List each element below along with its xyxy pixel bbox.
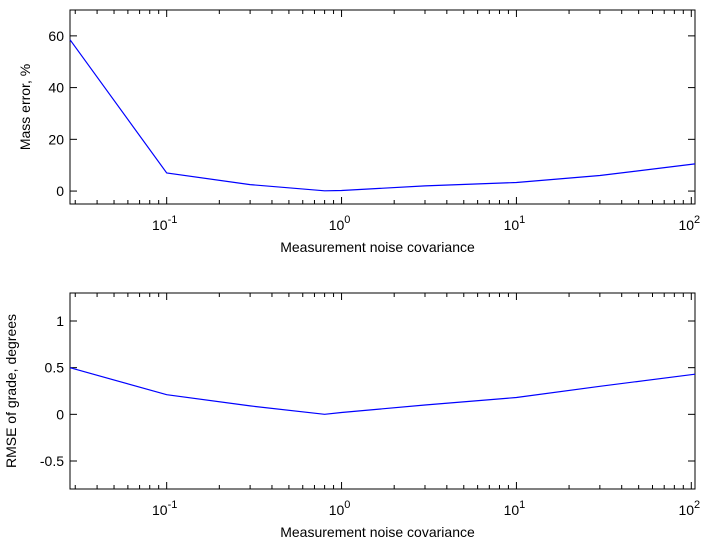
x-tick-label: 10-1 — [152, 499, 177, 518]
axes-frame — [69, 9, 696, 205]
x-tick-label: 10-1 — [152, 214, 177, 233]
y-tick-label: 0 — [56, 406, 64, 422]
x-tick-label: 101 — [504, 499, 526, 518]
y-tick-label: 1 — [56, 313, 64, 329]
y-axis-label: RMSE of grade, degrees — [3, 314, 19, 468]
series-line — [69, 39, 696, 192]
y-tick-label: 0.5 — [45, 360, 65, 376]
x-tick-label: 102 — [678, 499, 700, 518]
x-tick-label: 102 — [678, 214, 700, 233]
series-line — [69, 367, 696, 415]
y-tick-label: -0.5 — [40, 453, 64, 469]
x-axis-label: Measurement noise covariance — [280, 239, 475, 255]
x-tick-label: 100 — [329, 214, 351, 233]
y-tick-label: 40 — [48, 80, 64, 96]
x-axis-label: Measurement noise covariance — [280, 524, 475, 540]
axes-frame — [69, 292, 696, 490]
x-tick-label: 101 — [504, 214, 526, 233]
y-tick-label: 20 — [48, 131, 64, 147]
x-tick-label: 100 — [329, 499, 351, 518]
plot-1: 10-1 100 101 102 0 20 40 60 Measurement noise co… — [17, 9, 700, 255]
plot-2: 10-1 100 101 102 -0.5 0 0.5 1 Measurement noise … — [3, 292, 700, 540]
y-tick-label: 60 — [48, 28, 64, 44]
y-axis-label: Mass error, % — [17, 64, 33, 150]
y-tick-label: 0 — [56, 183, 64, 199]
